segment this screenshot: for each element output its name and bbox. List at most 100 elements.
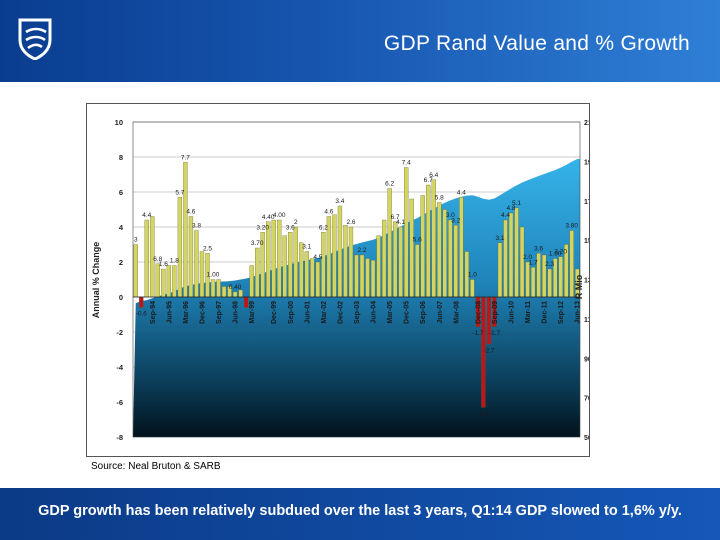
data-label: 6.7 [424,177,433,184]
data-label: 2.6 [346,219,355,226]
shield-logo-icon [18,18,52,60]
growth-bar [166,265,171,298]
x-tick-label: Dec-96 [200,301,207,324]
data-label: 2.3 [545,261,554,268]
growth-bar [470,279,475,298]
x-tick-label: Jun-98 [233,301,240,324]
data-label: 0.40 [229,284,242,291]
data-label: 1.8 [170,258,179,265]
data-label: 7.4 [402,160,411,167]
y2-tick-label: 1300000 [584,278,589,285]
growth-bar [321,232,326,298]
data-label: 3.20 [256,224,269,231]
growth-bar [558,256,563,298]
x-tick-label: Mar-11 [525,301,532,323]
data-label: -1.7 [489,330,501,337]
x-tick-label: Jun-13 [575,301,582,324]
growth-bar [337,205,343,298]
growth-bar [503,219,508,298]
growth-bar [437,202,442,298]
x-tick-label: Sep-97 [216,301,223,324]
x-tick-label: Jun-04 [371,301,378,324]
growth-bar [404,167,409,298]
growth-bar [354,254,359,298]
data-label: 3.1 [302,244,311,251]
growth-bar [282,235,287,298]
footer-text: GDP growth has been relatively subdued o… [38,503,682,519]
growth-bar [293,226,298,298]
growth-bar [139,296,144,308]
growth-bar [453,225,458,298]
growth-bar [415,244,420,298]
x-tick-label: Dec-99 [271,301,278,324]
data-label: 4.00 [273,212,286,219]
growth-bar [177,197,183,298]
growth-bar [365,258,370,298]
growth-bar [232,291,238,298]
growth-bar [210,279,216,298]
data-label: -2.7 [483,347,495,354]
growth-bar [315,261,321,298]
data-label: 6.2 [319,224,328,231]
y2-tick-label: 2100000 [584,120,589,127]
growth-bar [332,214,337,298]
data-label: 1.60 [549,251,562,258]
y-tick-label: 2 [119,258,123,267]
growth-bar [348,226,354,298]
data-label: 3 [134,237,138,244]
data-label: 5.1 [512,200,521,207]
growth-bar [448,219,453,298]
x-tick-label: Sep-09 [492,301,499,324]
y2-tick-label: 1500000 [584,238,589,245]
y-tick-label: 8 [119,153,123,162]
data-label: 1.6 [159,261,168,268]
growth-bar [442,209,447,298]
data-label: -6.3 [478,410,490,417]
y-tick-label: -4 [116,363,123,372]
growth-bar [547,268,552,298]
growth-bar [266,221,271,298]
gdp-area [133,159,580,437]
growth-bar [508,212,514,298]
y-tick-label: -6 [116,398,123,407]
growth-bar [525,261,530,298]
growth-bar [161,268,166,298]
data-label: 3.80 [565,223,578,230]
data-label: 6.2 [385,181,394,188]
growth-bar [359,254,365,298]
growth-bar [183,162,188,298]
growth-bar [343,225,348,298]
x-tick-label: Dec-05 [404,301,411,324]
x-tick-label: Dec-02 [337,301,344,324]
y2-tick-label: 1700000 [584,199,589,206]
growth-bar [304,251,309,298]
footer-banner: GDP growth has been relatively subdued o… [0,488,720,540]
growth-bar [133,244,138,298]
data-label: 2.2 [357,247,366,254]
chart-frame: 10 8 6 4 2 0 -2 -4 -6 -8 2100000 1900000 1700000 1500… [86,103,611,457]
growth-bar [144,219,149,298]
x-tick-label: Mar-02 [321,301,328,324]
data-label: 3.8 [192,223,201,230]
data-label: 5.6 [413,237,422,244]
data-label: 4.4 [457,189,466,196]
growth-bar [459,197,464,298]
growth-bar [199,251,205,298]
data-label: 1.7 [529,259,538,266]
x-tick-label: Jun-95 [166,301,173,324]
data-label: 2.0 [523,254,532,261]
data-label: 1.0 [468,272,477,279]
x-tick-label: Dec-08 [475,301,482,324]
growth-bar [376,235,381,298]
y-tick-label: 4 [119,223,124,232]
data-label: 4.40 [262,214,275,221]
y-tick-label: 10 [115,118,123,127]
data-label: 3.6 [286,224,295,231]
data-label: 5.8 [435,195,444,202]
data-label: -1.7 [472,330,484,337]
growth-bar [271,219,276,298]
data-label: 1.00 [207,272,220,279]
y-tick-label: 6 [119,188,123,197]
y-tick-label: -8 [116,433,123,442]
growth-bar [398,226,403,298]
